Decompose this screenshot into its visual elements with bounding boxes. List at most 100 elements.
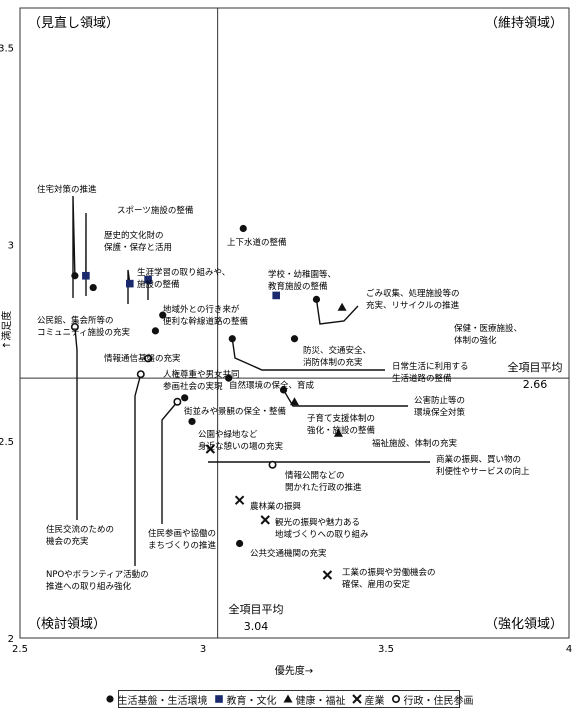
avg-y-value: 2.66 bbox=[523, 378, 548, 391]
data-point-triangle bbox=[337, 302, 347, 311]
data-point-cross bbox=[205, 444, 216, 454]
ring-icon bbox=[391, 694, 400, 704]
avg-y-label: 全項目平均 bbox=[508, 360, 563, 374]
quadrant-top-left: （見直し領域） bbox=[28, 15, 119, 31]
legend-item: 行政・住民参画 bbox=[391, 692, 474, 707]
point-label: 公園や緑地など身近な憩いの場の充実 bbox=[198, 429, 284, 452]
quadrant-bottom-right: （強化領域） bbox=[485, 616, 563, 632]
data-point-cross bbox=[234, 495, 245, 505]
point-label: 子育て支援体制の強化・施設の整備 bbox=[307, 413, 376, 436]
data-point-circle bbox=[225, 374, 233, 382]
circle-icon bbox=[105, 695, 114, 703]
x-tick-label: 3.5 bbox=[378, 644, 394, 655]
data-point-triangle bbox=[333, 428, 343, 437]
point-label: 農林業の振興 bbox=[250, 501, 302, 512]
point-label: 歴史的文化財の保護・保存と活用 bbox=[104, 230, 172, 253]
data-point-circle bbox=[228, 335, 236, 343]
data-point-square bbox=[272, 291, 280, 300]
avg-x-value: 3.04 bbox=[244, 620, 269, 633]
avg-x-label: 全項目平均 bbox=[229, 602, 284, 616]
legend-label: 産業 bbox=[364, 695, 385, 707]
y-tick-label: 3.5 bbox=[0, 43, 14, 54]
x-axis-label: 優先度→ bbox=[275, 664, 313, 677]
point-label: 商業の振興、買い物の利便性やサービスの向上 bbox=[436, 454, 530, 477]
point-label: 自然環境の保全、育成 bbox=[229, 380, 315, 391]
y-axis-label: ↑満足度 bbox=[0, 311, 13, 349]
leader-line bbox=[231, 338, 385, 371]
data-point-triangle bbox=[290, 397, 299, 406]
plot-area bbox=[19, 7, 570, 639]
data-point-square bbox=[82, 271, 90, 280]
data-point-circle bbox=[312, 295, 321, 303]
legend-label: 教育・文化 bbox=[226, 695, 277, 707]
x-tick-label: 2.5 bbox=[12, 644, 28, 655]
data-point-circle bbox=[279, 386, 288, 394]
point-label: スポーツ施設の整備 bbox=[117, 205, 194, 216]
data-point-ring bbox=[268, 460, 277, 469]
data-point-circle bbox=[151, 327, 160, 335]
point-label: 学校・幼稚園等、教育施設の整備 bbox=[268, 269, 336, 292]
y-tick-label: 2.5 bbox=[0, 437, 14, 448]
point-label: 福祉施設、体制の充実 bbox=[372, 438, 458, 449]
point-label: 観光の振興や魅力ある地域づくりへの取り組み bbox=[275, 517, 369, 540]
point-label: 住民参画や協働のまちづくりの推進 bbox=[148, 528, 217, 551]
leader-line bbox=[282, 389, 408, 407]
leader-line bbox=[315, 299, 359, 325]
leader-line bbox=[72, 195, 76, 298]
data-point-ring bbox=[173, 397, 182, 406]
legend-label: 健康・福祉 bbox=[295, 695, 346, 707]
legend-symbol bbox=[214, 695, 223, 703]
data-point-ring bbox=[136, 370, 145, 379]
point-label: 保健・医療施設、体制の強化 bbox=[454, 323, 522, 346]
data-point-circle bbox=[236, 539, 244, 548]
point-label: 生涯学習の取り組みや、施設の整備 bbox=[137, 267, 230, 290]
point-label: 公害防止等の環境保全対策 bbox=[414, 395, 466, 418]
x-tick-label: 3 bbox=[200, 644, 206, 655]
quadrant-bottom-left: （検討領域） bbox=[28, 616, 106, 632]
point-label: 情報通信基盤の充実 bbox=[104, 353, 181, 364]
point-label: 地域外との行き来が便利な幹線道路の整備 bbox=[163, 304, 249, 327]
point-label: 住民交流のための機会の充実 bbox=[46, 524, 114, 547]
data-point-circle bbox=[239, 224, 247, 233]
point-label: 街並みや景観の保全・整備 bbox=[184, 406, 287, 417]
legend-item: 生活基盤・生活環境 bbox=[105, 692, 208, 707]
point-label: 住宅対策の推進 bbox=[37, 184, 97, 195]
point-label: 公共交通機関の充実 bbox=[250, 548, 327, 559]
legend-item: 健康・福祉 bbox=[283, 692, 346, 707]
point-label: 公民館、集会所等のコミュニティ施設の充実 bbox=[37, 315, 130, 338]
legend-label: 生活基盤・生活環境 bbox=[117, 695, 208, 707]
data-point-ring bbox=[70, 322, 79, 331]
data-point-circle bbox=[290, 335, 299, 343]
leader-line bbox=[134, 374, 142, 566]
point-label: NPOやボランティア活動の推進への取り組み強化 bbox=[46, 569, 149, 592]
quadrant-top-right: （維持領域） bbox=[485, 15, 563, 31]
point-label: ごみ収集、処理施設等の充実、リサイクルの推進 bbox=[366, 288, 460, 311]
data-point-square bbox=[126, 279, 134, 288]
leader-line bbox=[161, 401, 178, 524]
square-icon bbox=[214, 695, 223, 703]
legend-symbol bbox=[105, 695, 114, 703]
y-tick-label: 3 bbox=[8, 240, 14, 251]
legend-item: 教育・文化 bbox=[214, 692, 277, 707]
data-point-cross bbox=[260, 515, 270, 525]
point-label: 上下水道の整備 bbox=[227, 237, 287, 248]
triangle-icon bbox=[283, 694, 292, 703]
data-point-square bbox=[144, 275, 152, 284]
x-tick-label: 4 bbox=[566, 644, 572, 655]
legend: 生活基盤・生活環境 教育・文化 健康・福祉 産業 行政・住民参画 bbox=[105, 690, 474, 708]
legend-symbol bbox=[283, 694, 292, 703]
data-point-cross bbox=[322, 570, 333, 580]
data-point-circle bbox=[181, 394, 189, 402]
point-label: 防災、交通安全、消防体制の充実 bbox=[303, 345, 371, 368]
leader-line bbox=[74, 326, 78, 520]
data-point-circle bbox=[71, 272, 79, 280]
data-point-circle bbox=[89, 283, 97, 292]
point-label: 情報公開などの開かれた行政の推進 bbox=[285, 470, 362, 493]
point-label: 日常生活に利用する生活道路の整備 bbox=[392, 361, 469, 384]
legend-item: 産業 bbox=[351, 692, 385, 707]
legend-symbol bbox=[351, 694, 362, 704]
data-point-circle bbox=[188, 417, 196, 426]
point-label: 工業の振興や労働機会の確保、雇用の安定 bbox=[342, 567, 436, 590]
leader-line bbox=[127, 269, 131, 304]
